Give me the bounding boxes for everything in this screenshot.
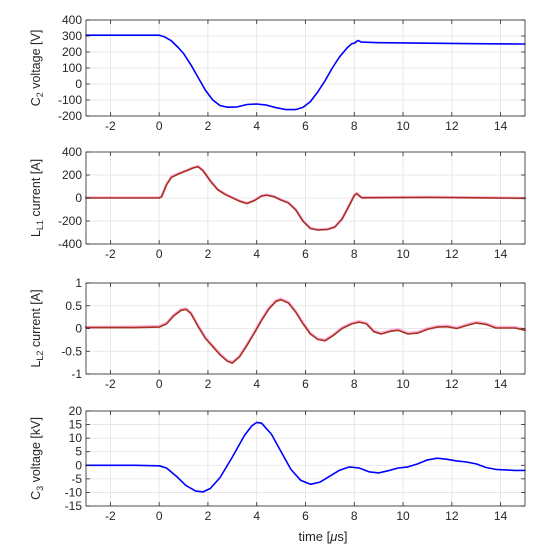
x-tick-label: 12 — [445, 377, 459, 391]
y-tick-label: -400 — [58, 237, 82, 251]
x-tick-label: 12 — [445, 247, 459, 261]
series-line-2 — [85, 165, 526, 231]
x-tick-label: 8 — [351, 119, 358, 133]
x-tick-label: 0 — [156, 247, 163, 261]
panel-2: -2 0 2 4 6 8 10 12 14 -400 -200 0 200 400 LL1 current … — [29, 145, 527, 261]
series-line-1 — [85, 34, 526, 111]
x-tick-label: 8 — [351, 509, 358, 523]
x-axis-label: time [μs] — [298, 529, 347, 544]
y-tick-label: -0.5 — [61, 344, 82, 358]
x-tick-label: 6 — [302, 509, 309, 523]
x-tick-label: 10 — [396, 247, 410, 261]
y-tick-label: -10 — [65, 485, 83, 499]
x-tick-label: 10 — [396, 509, 410, 523]
x-tick-label: 14 — [494, 509, 508, 523]
x-tick-label: 12 — [445, 509, 459, 523]
y-tick-label: -5 — [71, 472, 82, 486]
x-tick-label: 8 — [351, 377, 358, 391]
y-tick-label: 0.5 — [65, 299, 82, 313]
x-tick-label: 14 — [494, 377, 508, 391]
x-tick-label: -2 — [105, 509, 116, 523]
y-tick-label: -200 — [58, 214, 82, 228]
y-tick-label: 300 — [62, 29, 82, 43]
y-tick-label: 400 — [62, 145, 82, 159]
x-tick-label: 10 — [396, 119, 410, 133]
y-tick-label: 400 — [62, 13, 82, 27]
x-tick-label: -2 — [105, 247, 116, 261]
x-tick-label: 2 — [205, 247, 212, 261]
x-tick-label: 2 — [205, 119, 212, 133]
x-tick-label: 6 — [302, 377, 309, 391]
series-line-1 — [85, 421, 526, 493]
x-tick-label: 4 — [253, 119, 260, 133]
x-tick-label: 0 — [156, 377, 163, 391]
panel-3: -2 0 2 4 6 8 10 12 14 -1 -0.5 0 0.5 1 LL2 current [A] — [29, 276, 527, 391]
y-tick-label: 5 — [75, 445, 82, 459]
x-tick-label: 10 — [396, 377, 410, 391]
x-tick-label: 14 — [494, 247, 508, 261]
y-tick-label: 20 — [69, 404, 83, 418]
y-axis-label: LL2 current [A] — [29, 289, 45, 367]
y-tick-label: 200 — [62, 168, 82, 182]
series-line-2 — [85, 299, 526, 364]
x-tick-label: 12 — [445, 119, 459, 133]
x-tick-label: 6 — [302, 119, 309, 133]
y-tick-label: 0 — [75, 77, 82, 91]
x-tick-label: 0 — [156, 119, 163, 133]
y-tick-label: 0 — [75, 322, 82, 336]
y-tick-label: -1 — [71, 367, 82, 381]
y-tick-label: 10 — [69, 431, 83, 445]
x-tick-label: -2 — [105, 377, 116, 391]
y-tick-label: 200 — [62, 45, 82, 59]
y-tick-label: 0 — [75, 191, 82, 205]
y-tick-label: -100 — [58, 93, 82, 107]
x-tick-label: 2 — [205, 377, 212, 391]
y-tick-label: 15 — [69, 418, 83, 432]
y-tick-label: 0 — [75, 458, 82, 472]
x-tick-label: 8 — [351, 247, 358, 261]
x-tick-label: 6 — [302, 247, 309, 261]
x-tick-label: 0 — [156, 509, 163, 523]
x-tick-label: 4 — [253, 247, 260, 261]
y-tick-label: 100 — [62, 61, 82, 75]
y-tick-label: -200 — [58, 109, 82, 123]
x-tick-label: 2 — [205, 509, 212, 523]
x-tick-label: -2 — [105, 119, 116, 133]
x-tick-label: 14 — [494, 119, 508, 133]
x-tick-label: 4 — [253, 377, 260, 391]
y-tick-label: -15 — [65, 499, 83, 513]
y-axis-label: C2 voltage [V] — [29, 30, 45, 107]
y-axis-label: LL1 current [A] — [29, 159, 45, 237]
y-tick-label: 1 — [75, 276, 82, 290]
x-tick-label: 4 — [253, 509, 260, 523]
panel-1: -2 0 2 4 6 8 10 12 14 -200 -100 0 100 200 300 400 C2 vol… — [29, 13, 526, 133]
y-axis-label: C3 voltage [kV] — [29, 417, 45, 500]
